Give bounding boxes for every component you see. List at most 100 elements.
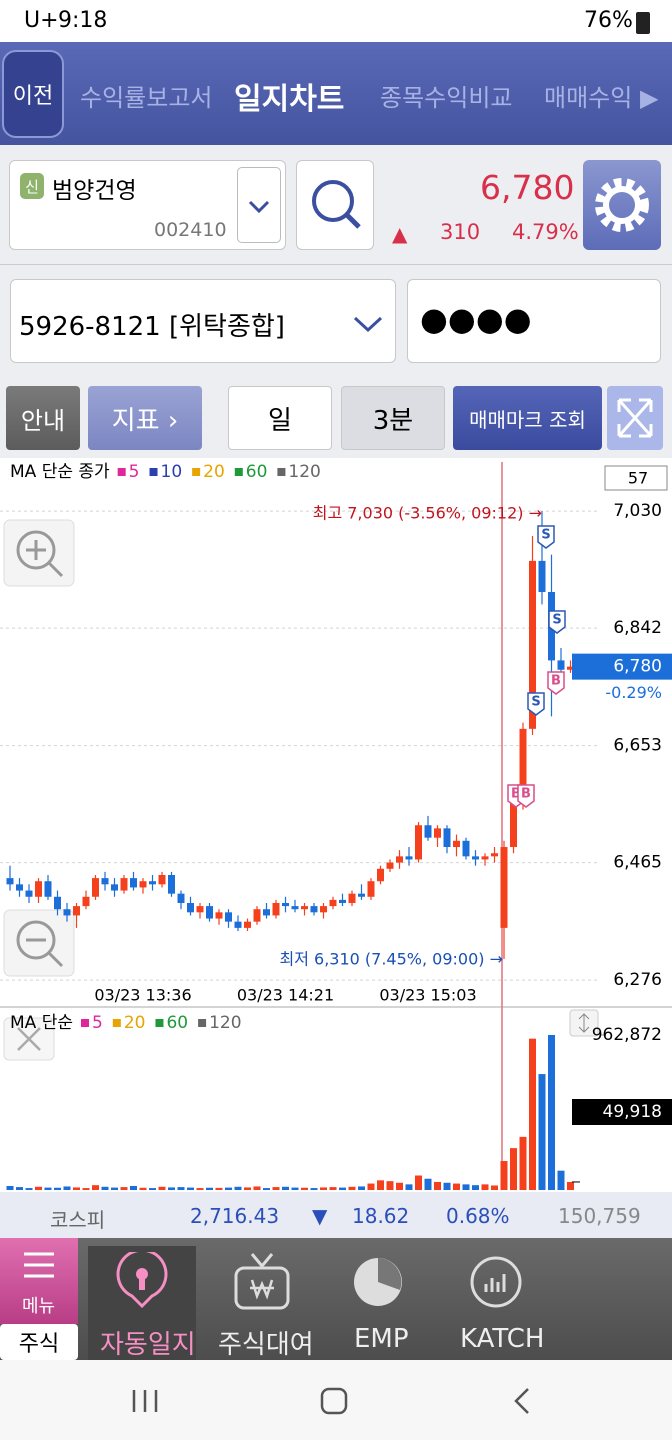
legend-entry: 120 — [288, 462, 320, 482]
candle-body — [519, 728, 527, 804]
legend-entry: 120 — [209, 1013, 241, 1033]
candle-body — [377, 868, 384, 882]
tab[interactable]: 종목수익비교 — [380, 84, 513, 112]
back-button[interactable]: 이전 — [2, 50, 64, 138]
volume-bar — [111, 1187, 118, 1190]
volume-bar — [120, 1187, 128, 1190]
volume-bar — [215, 1187, 223, 1190]
diary-icon — [116, 1252, 168, 1309]
candle-body — [500, 847, 508, 928]
candle-body — [149, 881, 156, 885]
divider — [0, 264, 672, 265]
legend-entry: 20 — [124, 1013, 146, 1033]
y-tick-label: 6,276 — [613, 970, 662, 990]
volume-bar — [348, 1186, 356, 1190]
trade-mark-label: S — [552, 613, 561, 628]
volume-bar — [472, 1185, 479, 1190]
candle-body — [272, 902, 280, 916]
resize-icon — [578, 1013, 590, 1033]
nav-icons — [132, 1387, 529, 1415]
volume-bar — [510, 1148, 517, 1190]
trade-marks-button[interactable]: 매매마크 조회 — [453, 386, 602, 450]
interval-dropdown[interactable]: 3분 — [341, 386, 445, 450]
menu-label: EMP — [354, 1324, 409, 1354]
volume-bar — [291, 1187, 299, 1190]
candle-body — [434, 828, 441, 838]
volume-bar — [225, 1187, 232, 1190]
menu-item-active[interactable]: 자동일지 — [88, 1246, 196, 1360]
tab[interactable]: 수익률보고서 — [80, 84, 213, 112]
volume-bar — [168, 1187, 175, 1190]
tab[interactable]: 매매수익 ▶ — [544, 84, 659, 112]
period-dropdown[interactable]: 일 — [228, 386, 332, 450]
zoom-in-button[interactable] — [3, 519, 75, 587]
candle-body — [177, 893, 185, 903]
candle-body — [396, 856, 403, 863]
credit-badge: 신 — [20, 173, 44, 199]
candle-body — [215, 912, 223, 919]
menu-button[interactable]: 메뉴 — [0, 1238, 78, 1324]
volume-bar — [434, 1181, 441, 1190]
legend-entry: 5 — [92, 1013, 103, 1033]
volume-bar — [139, 1187, 147, 1190]
guide-button[interactable]: 안내 — [6, 386, 80, 450]
tab-active[interactable]: 일지차트 — [234, 82, 345, 117]
volume-bar — [263, 1188, 270, 1190]
candle-body — [6, 878, 14, 885]
menu-label: KATCH — [460, 1324, 545, 1354]
volume-bar — [557, 1170, 565, 1190]
volume-bar — [443, 1182, 451, 1190]
section-tab[interactable]: 주식 — [0, 1324, 78, 1360]
zoom-in-icon — [26, 540, 64, 578]
volume-bar — [206, 1187, 213, 1190]
trade-mark-label: S — [531, 695, 540, 710]
candle-body — [253, 909, 261, 922]
expand-button[interactable] — [607, 386, 663, 450]
volume-bar — [481, 1184, 489, 1190]
volume-bar — [54, 1187, 61, 1190]
volume-bar — [301, 1187, 308, 1190]
zoom-out-button[interactable] — [3, 909, 75, 977]
bottom-menu: 메뉴 주식 자동일지 주식대여 EMP KATCH — [0, 1238, 672, 1360]
volume-bar — [415, 1175, 422, 1190]
volume-bar — [386, 1181, 394, 1190]
trade-mark — [547, 671, 565, 695]
menu-icon — [24, 1252, 54, 1278]
x-tick-label: 03/23 14:21 — [237, 986, 334, 1005]
search-button[interactable] — [296, 160, 374, 250]
candle-body — [529, 560, 536, 729]
stock-selector[interactable]: 신 범양건영 002410 — [9, 160, 286, 250]
volume-bar — [196, 1188, 204, 1190]
volume-bar — [329, 1187, 337, 1190]
clock: 9:18 — [58, 8, 108, 33]
menu-item[interactable]: KATCH — [446, 1246, 546, 1360]
legend-swatch — [117, 468, 126, 476]
zoom-out-icon — [26, 938, 64, 968]
candle-body — [358, 893, 365, 897]
candle-body — [120, 878, 128, 891]
trade-mark — [548, 610, 566, 634]
stock-name: 범양건영 — [52, 178, 137, 204]
candle-body — [510, 803, 517, 848]
menu-item[interactable]: 주식대여 — [210, 1246, 314, 1360]
current-volume-box — [572, 1099, 672, 1125]
current-volume-label: 49,918 — [603, 1102, 662, 1122]
candle-body — [130, 878, 137, 888]
password-field[interactable]: ●●●● — [407, 279, 661, 363]
index-change: 18.62 — [352, 1204, 410, 1228]
indicator-button[interactable]: 지표 › — [88, 386, 202, 450]
chart: 6,276 6,465 6,653 6,842 7,030 MA 단순 종가 5 10 20 60… — [0, 458, 672, 1192]
volume-bar — [253, 1186, 261, 1190]
account-selector[interactable]: 5926-8121 [위탁종합] — [10, 279, 396, 363]
settings-button[interactable] — [583, 160, 661, 250]
annotation-low: 최저 6,310 (7.45%, 09:00) → — [279, 950, 503, 969]
price: 6,780 — [480, 168, 575, 207]
dropdown-button[interactable] — [237, 167, 281, 243]
candle-body — [538, 560, 546, 592]
volume-bar — [519, 1136, 527, 1190]
trade-mark-label: B — [521, 787, 531, 802]
volume-bar — [529, 1038, 536, 1190]
current-price-box — [572, 653, 672, 680]
menu-item[interactable]: EMP — [330, 1246, 426, 1360]
